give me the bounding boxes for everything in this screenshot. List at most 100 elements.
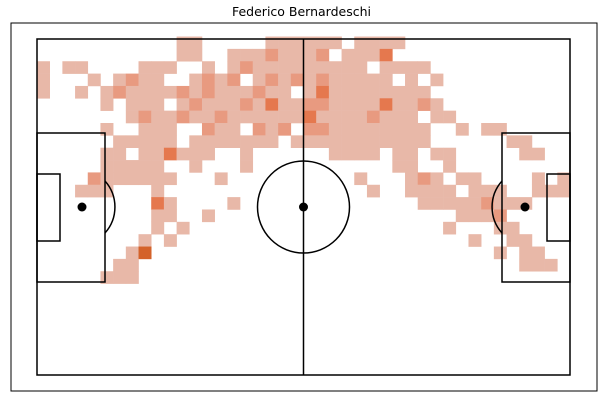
- heatmap-cell: [341, 48, 355, 62]
- heatmap-cell: [265, 110, 279, 124]
- right-penalty-spot: [520, 202, 530, 212]
- heatmap-cell: [113, 160, 127, 173]
- heatmap-cell: [138, 110, 152, 124]
- heatmap-cell: [100, 160, 114, 173]
- heatmap-cell: [506, 135, 520, 148]
- heatmap-cell: [392, 61, 406, 74]
- heatmap-cell: [138, 73, 152, 87]
- heatmap-cell: [341, 98, 355, 111]
- heatmap-cell: [354, 98, 368, 111]
- heatmap-cell: [430, 172, 444, 186]
- heatmap-cell: [379, 73, 393, 87]
- heatmap-cell: [100, 271, 114, 284]
- heatmap-cell: [392, 98, 406, 111]
- heatmap-cell: [252, 85, 266, 99]
- right-six-yard-box: [546, 173, 571, 242]
- heatmap-cell: [100, 123, 114, 136]
- heatmap-cell: [163, 110, 177, 124]
- heatmap-cell: [151, 221, 165, 235]
- heatmap-cell: [201, 98, 215, 111]
- heatmap-cell: [176, 110, 190, 124]
- heatmap-cell: [189, 110, 203, 124]
- heatmap-cell: [328, 147, 342, 161]
- heatmap-cell: [113, 147, 127, 161]
- heatmap-cell: [163, 172, 177, 186]
- heatmap-cell: [278, 98, 292, 111]
- heatmap-cell: [163, 234, 177, 247]
- heatmap-cell: [544, 184, 558, 198]
- heatmap-cell: [189, 135, 203, 148]
- left-penalty-area: [36, 132, 106, 283]
- heatmap-cell: [405, 160, 419, 173]
- centre-spot: [299, 202, 308, 212]
- heatmap-cell: [468, 234, 482, 247]
- heatmap-cell: [290, 135, 304, 148]
- heatmap-cell: [227, 135, 241, 148]
- heatmap-cell: [379, 85, 393, 99]
- heatmap-cell: [379, 110, 393, 124]
- heatmap-cell: [252, 61, 266, 74]
- heatmap-cell: [189, 73, 203, 87]
- heatmap-cell: [341, 85, 355, 99]
- heatmap-cell: [417, 172, 431, 186]
- heatmap-cell: [519, 234, 533, 247]
- plot-frame: [10, 22, 598, 392]
- heatmap-cell: [227, 85, 241, 99]
- heatmap-cell: [151, 197, 165, 210]
- heatmap-cell: [493, 123, 507, 136]
- chart-title: Federico Bernardeschi: [231, 4, 372, 19]
- heatmap-cell: [125, 135, 139, 148]
- heatmap-cell: [328, 85, 342, 99]
- heatmap-cell: [468, 172, 482, 186]
- heatmap-cell: [138, 147, 152, 161]
- heatmap-cell: [366, 110, 380, 124]
- heatmap-cell: [201, 110, 215, 124]
- heatmap-cell: [113, 172, 127, 186]
- heatmap-cell: [392, 123, 406, 136]
- heatmap-cell: [392, 135, 406, 148]
- heatmap-cell: [443, 110, 457, 124]
- heatmap-cell: [227, 197, 241, 210]
- heatmap-cell: [163, 85, 177, 99]
- heatmap-cell: [468, 184, 482, 198]
- heatmap-cell: [328, 135, 342, 148]
- heatmap-cell: [366, 135, 380, 148]
- heatmap-cell: [176, 48, 190, 62]
- heatmap-cell: [303, 98, 317, 111]
- heatmap-cell: [125, 172, 139, 186]
- heatmap-cell: [240, 61, 254, 74]
- heatmap-cell: [176, 85, 190, 99]
- heatmap-cell: [316, 48, 330, 62]
- heatmap-cell: [405, 184, 419, 198]
- heatmap-cell: [430, 184, 444, 198]
- heatmap-cell: [278, 48, 292, 62]
- heatmap-cell: [87, 73, 101, 87]
- heatmap-cell: [176, 221, 190, 235]
- heatmap-cell: [278, 110, 292, 124]
- heatmap-cell: [227, 73, 241, 87]
- heatmap-cell: [201, 147, 215, 161]
- heatmap-cell: [189, 98, 203, 111]
- heatmap-cell: [303, 123, 317, 136]
- heatmap-cell: [151, 73, 165, 87]
- heatmap-cell: [519, 135, 533, 148]
- heatmap-cell: [240, 48, 254, 62]
- heatmap-cell: [227, 61, 241, 74]
- heatmap-cell: [328, 61, 342, 74]
- heatmap-cell: [62, 61, 76, 74]
- heatmap-cell: [163, 123, 177, 136]
- heatmap-cell: [455, 197, 469, 210]
- heatmap-cell: [240, 85, 254, 99]
- heatmap-cell: [37, 61, 50, 74]
- heatmap-cell: [151, 123, 165, 136]
- heatmap-cell: [519, 246, 533, 260]
- heatmap-cell: [138, 98, 152, 111]
- heatmap-cell: [379, 135, 393, 148]
- heatmap-cell: [125, 246, 139, 260]
- heatmap-cell: [316, 110, 330, 124]
- heatmap-cell: [455, 209, 469, 223]
- heatmap-cell: [493, 197, 507, 210]
- heatmap-cell: [163, 209, 177, 223]
- heatmap-cell: [354, 48, 368, 62]
- heatmap-cell: [557, 184, 571, 198]
